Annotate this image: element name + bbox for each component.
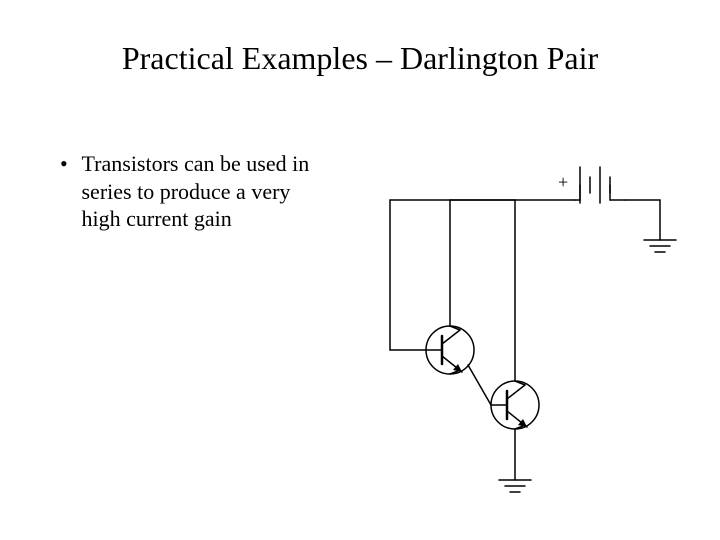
svg-text:+: +	[558, 172, 568, 192]
slide-title: Practical Examples – Darlington Pair	[0, 40, 720, 77]
bullet-point: • Transistors can be used in series to p…	[60, 150, 340, 233]
circuit-svg: +	[350, 140, 710, 530]
circuit-diagram: +	[350, 140, 710, 530]
bullet-text: Transistors can be used in series to pro…	[82, 150, 332, 233]
bullet-marker: •	[60, 150, 76, 178]
